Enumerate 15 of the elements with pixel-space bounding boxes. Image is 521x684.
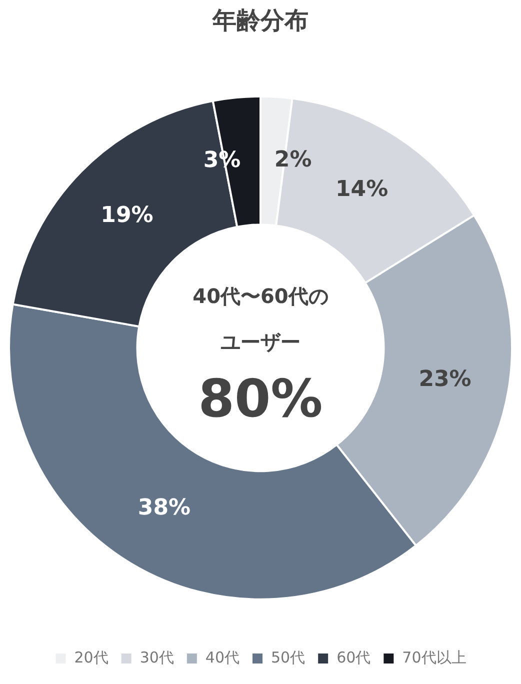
text: 80% (198, 369, 323, 430)
data-label: 38% (138, 495, 191, 520)
data-label: 23% (418, 367, 472, 392)
data-label: 2% (274, 148, 312, 173)
text: ユーザー (220, 330, 300, 354)
legend-label: 30代 (140, 648, 174, 666)
data-label: 19% (100, 203, 154, 228)
text: 40代〜60代の (192, 284, 328, 308)
legend-label: 50代 (271, 648, 306, 666)
legend-label: 70代以上 (402, 648, 466, 666)
legend-label: 40代 (205, 648, 240, 666)
legend-label: 60代 (336, 648, 371, 666)
legend-label: 20代 (74, 648, 108, 666)
data-label: 14% (335, 176, 388, 202)
chart-title: 年齢分布 (212, 6, 308, 35)
